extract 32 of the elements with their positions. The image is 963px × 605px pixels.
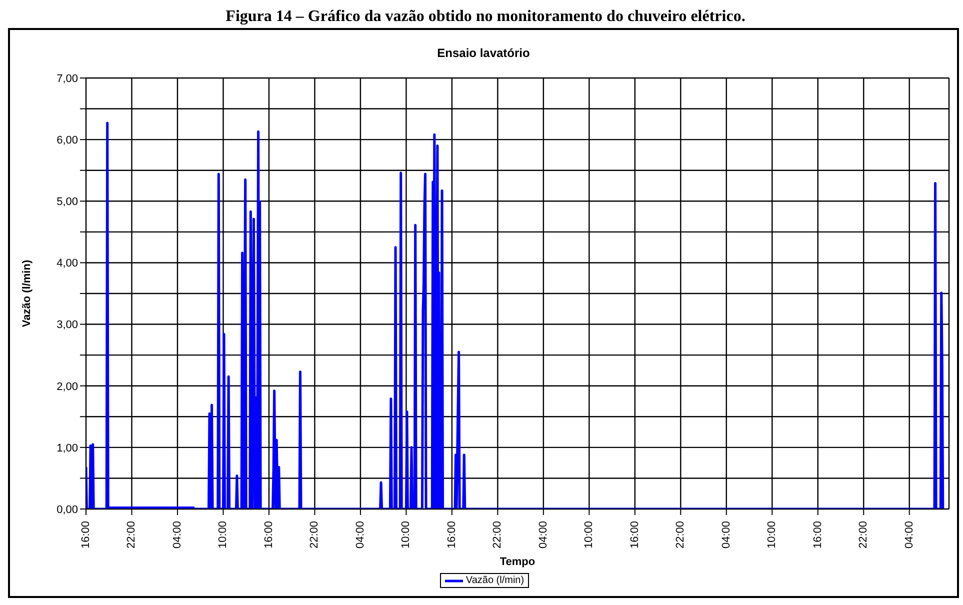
x-tick-label: 10:00	[217, 521, 230, 549]
text: Figura 14 – Gráfico da vazão obtido no monitoramento do chuveiro elétrico.	[224, 8, 746, 27]
chart-title: Ensaio lavatório	[436, 46, 531, 62]
x-tick-label: 04:00	[537, 521, 550, 549]
x-tick-label: 22:00	[492, 521, 504, 549]
x-tick-label: 10:00	[583, 521, 596, 549]
x-tick-label: 04:00	[354, 521, 366, 549]
x-tick-label: 22:00	[126, 521, 138, 549]
x-tick-label: 16:00	[628, 521, 641, 549]
x-tick-label: 16:00	[812, 521, 824, 549]
x-tick-label: 16:00	[80, 521, 92, 549]
x-axis-title: Tempo	[500, 556, 536, 568]
y-tick-label: 2,00	[56, 380, 78, 393]
y-tick-label: 6,00	[56, 134, 78, 146]
y-axis-title: Vazão (l/min)	[20, 260, 33, 328]
x-tick-label: 22:00	[308, 521, 321, 549]
x-tick-label: 16:00	[446, 521, 458, 549]
y-tick-label: 4,00	[56, 258, 78, 270]
x-tick-label: 04:00	[171, 521, 184, 549]
x-tick-label: 22:00	[674, 521, 687, 549]
x-tick-label: 10:00	[766, 521, 778, 549]
y-tick-label: 7,00	[56, 72, 78, 85]
x-tick-label: 10:00	[400, 521, 412, 549]
x-tick-label: 16:00	[262, 521, 275, 549]
y-tick-label: 3,00	[56, 319, 78, 332]
x-tick-label: 04:00	[903, 521, 916, 549]
y-tick-label: 1,00	[56, 442, 78, 454]
legend-label: Vazão (l/min)	[466, 575, 524, 586]
y-tick-label: 0,00	[56, 504, 78, 516]
x-tick-label: 22:00	[858, 521, 870, 549]
y-tick-label: 5,00	[56, 196, 78, 208]
x-tick-label: 04:00	[720, 521, 732, 549]
